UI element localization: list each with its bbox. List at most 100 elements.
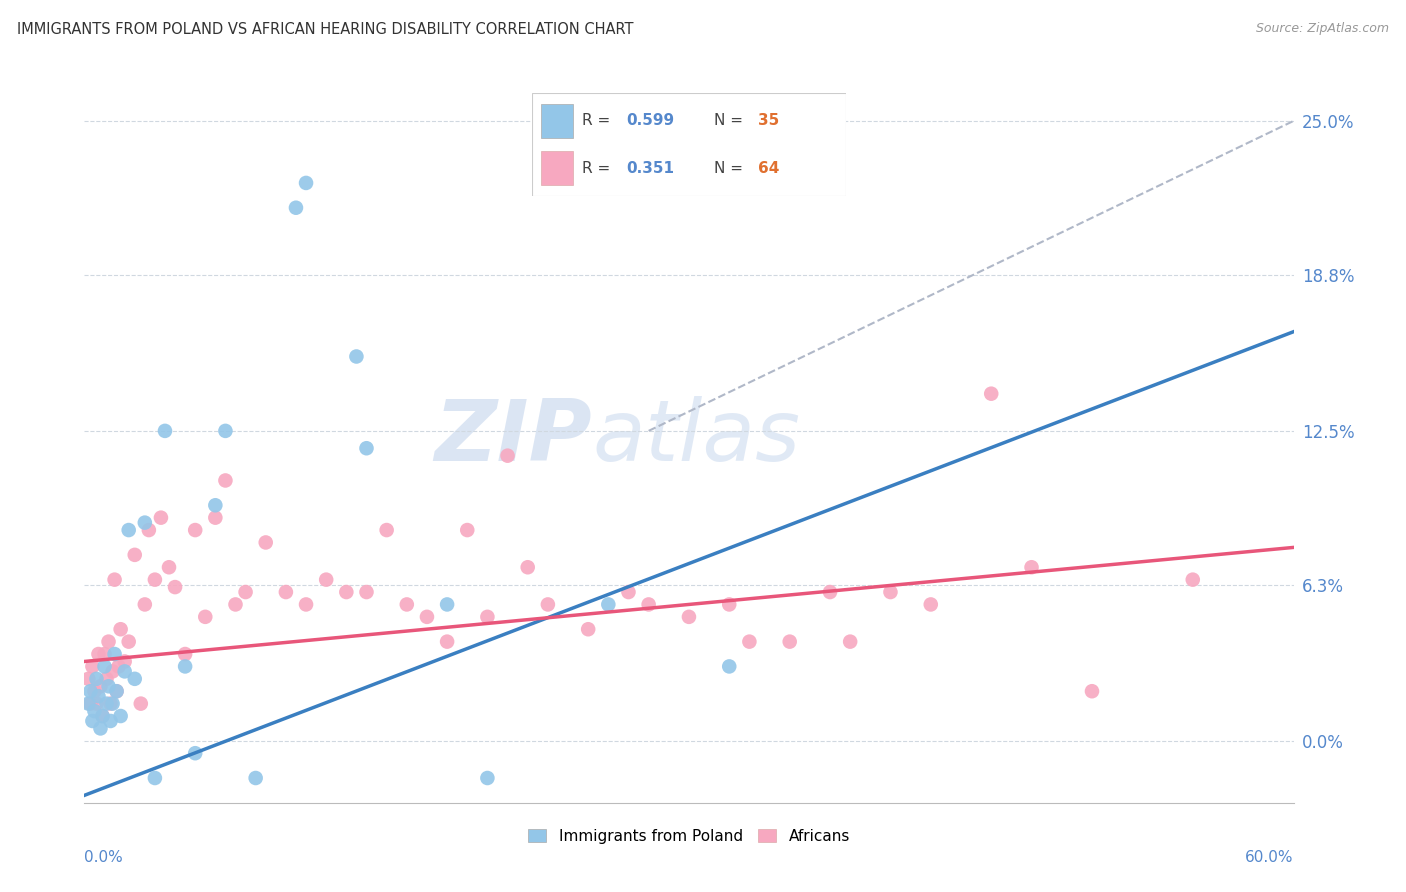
Point — [143, 771, 166, 785]
Point — [920, 598, 942, 612]
Point — [134, 598, 156, 612]
Point — [124, 548, 146, 562]
Point — [100, 697, 122, 711]
Point — [82, 659, 104, 673]
Point — [879, 585, 901, 599]
Point — [617, 585, 640, 599]
Point — [245, 771, 267, 785]
Point — [346, 350, 368, 364]
Point — [104, 647, 127, 661]
Point — [1081, 684, 1104, 698]
Point — [124, 672, 146, 686]
Point — [204, 510, 226, 524]
Point — [436, 598, 458, 612]
Point — [254, 535, 277, 549]
Point — [598, 598, 620, 612]
Point — [96, 672, 118, 686]
Point — [295, 176, 318, 190]
Point — [77, 697, 100, 711]
Point — [315, 573, 337, 587]
Point — [335, 585, 357, 599]
Point — [110, 709, 132, 723]
Point — [134, 516, 156, 530]
Point — [214, 474, 236, 488]
Point — [118, 634, 141, 648]
Point — [980, 386, 1002, 401]
Point — [779, 634, 801, 648]
Point — [86, 697, 108, 711]
Point — [174, 659, 197, 673]
Point — [118, 523, 141, 537]
Point — [93, 647, 115, 661]
Point — [537, 598, 560, 612]
Point — [114, 665, 136, 679]
Point — [637, 598, 659, 612]
Point — [214, 424, 236, 438]
Point — [82, 714, 104, 728]
Point — [375, 523, 398, 537]
Point — [477, 771, 499, 785]
Point — [395, 598, 418, 612]
Point — [456, 523, 478, 537]
Point — [235, 585, 257, 599]
Point — [105, 684, 128, 698]
Text: 60.0%: 60.0% — [1246, 850, 1294, 865]
Point — [101, 665, 124, 679]
Point — [110, 622, 132, 636]
Point — [107, 659, 129, 673]
Point — [149, 510, 172, 524]
Text: IMMIGRANTS FROM POLAND VS AFRICAN HEARING DISABILITY CORRELATION CHART: IMMIGRANTS FROM POLAND VS AFRICAN HEARIN… — [17, 22, 633, 37]
Point — [91, 709, 114, 723]
Point — [818, 585, 841, 599]
Point — [100, 714, 122, 728]
Point — [143, 573, 166, 587]
Point — [79, 684, 101, 698]
Legend: Immigrants from Poland, Africans: Immigrants from Poland, Africans — [522, 822, 856, 850]
Point — [86, 672, 108, 686]
Point — [274, 585, 297, 599]
Point — [91, 709, 114, 723]
Point — [496, 449, 519, 463]
Point — [225, 598, 247, 612]
Point — [174, 647, 197, 661]
Point — [416, 610, 439, 624]
Point — [204, 498, 226, 512]
Point — [295, 598, 318, 612]
Point — [285, 201, 308, 215]
Point — [165, 580, 187, 594]
Point — [83, 704, 105, 718]
Point — [97, 679, 120, 693]
Point — [184, 746, 207, 760]
Point — [153, 424, 176, 438]
Point — [129, 697, 152, 711]
Text: Source: ZipAtlas.com: Source: ZipAtlas.com — [1256, 22, 1389, 36]
Point — [105, 684, 128, 698]
Point — [79, 697, 101, 711]
Point — [87, 689, 110, 703]
Point — [87, 647, 110, 661]
Point — [477, 610, 499, 624]
Point — [1181, 573, 1204, 587]
Point — [97, 634, 120, 648]
Point — [516, 560, 538, 574]
Text: 0.0%: 0.0% — [84, 850, 124, 865]
Point — [436, 634, 458, 648]
Point — [77, 672, 100, 686]
Point — [104, 573, 127, 587]
Point — [1021, 560, 1043, 574]
Point — [576, 622, 599, 636]
Point — [138, 523, 160, 537]
Point — [356, 585, 378, 599]
Point — [101, 697, 124, 711]
Point — [678, 610, 700, 624]
Point — [89, 722, 111, 736]
Point — [89, 679, 111, 693]
Point — [157, 560, 180, 574]
Text: ZIP: ZIP — [434, 395, 592, 479]
Point — [718, 598, 741, 612]
Point — [356, 442, 378, 456]
Point — [83, 684, 105, 698]
Point — [839, 634, 862, 648]
Point — [114, 655, 136, 669]
Point — [184, 523, 207, 537]
